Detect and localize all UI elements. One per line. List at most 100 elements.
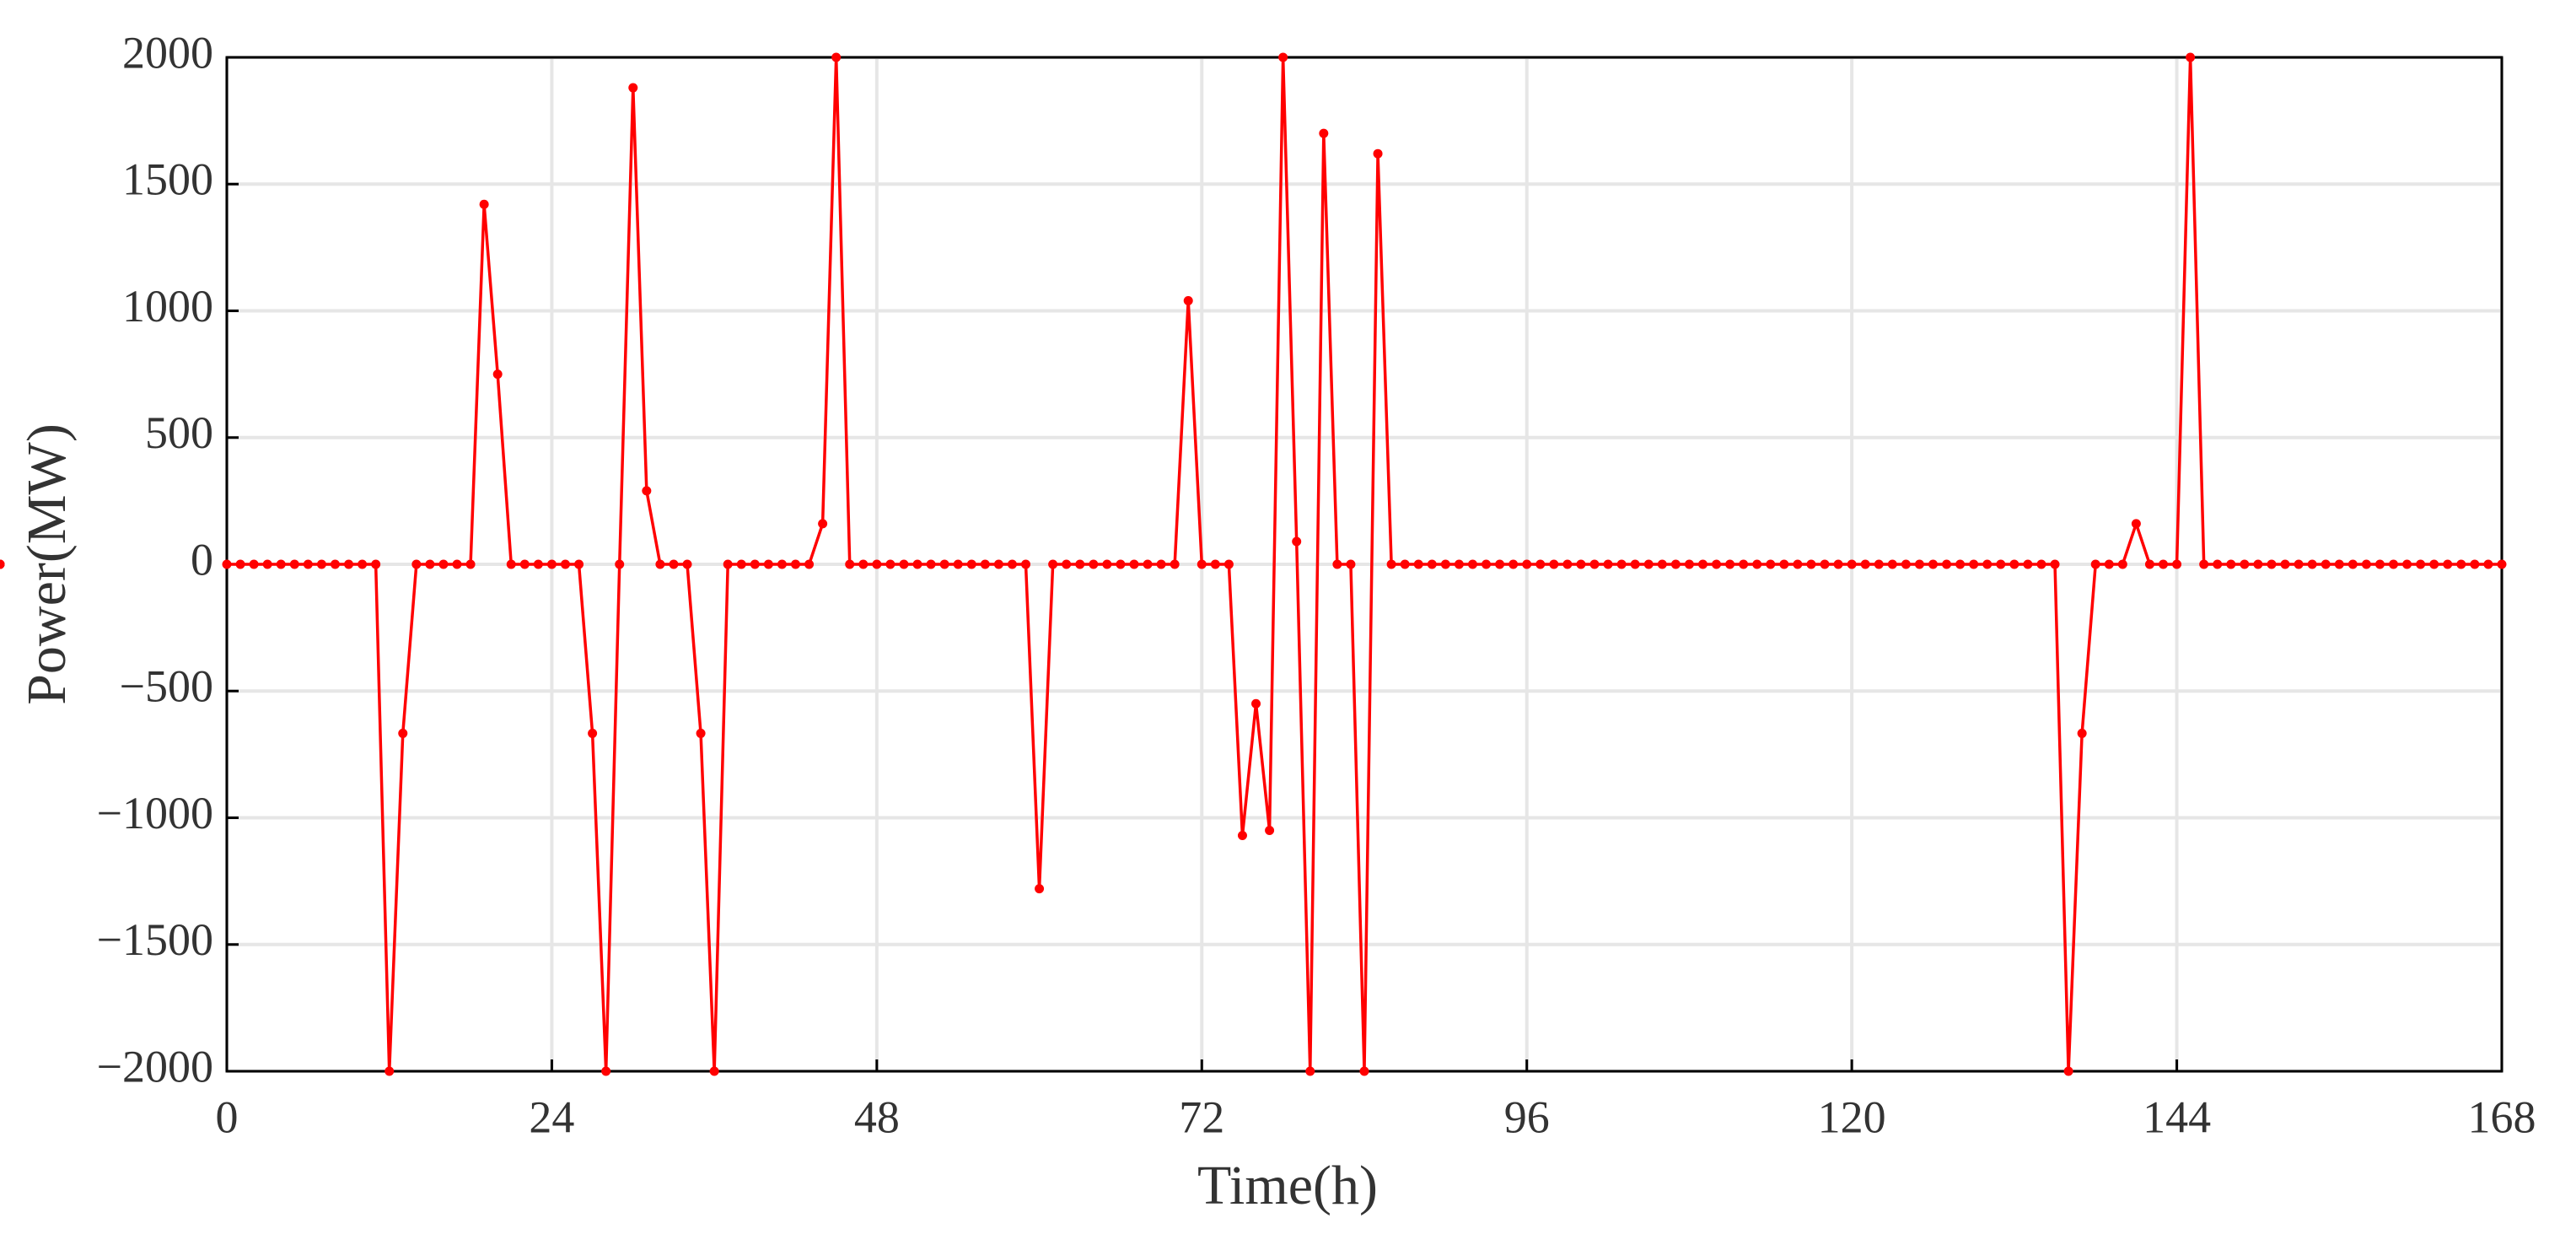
data-point (736, 559, 746, 569)
data-point (2497, 559, 2507, 569)
data-point (1684, 559, 1694, 569)
data-point (763, 559, 773, 569)
data-point (2199, 559, 2209, 569)
x-tick-label: 120 (1818, 1091, 1886, 1142)
data-point (2443, 559, 2453, 569)
data-point (1223, 559, 1234, 569)
data-point (615, 559, 625, 569)
data-point (1697, 559, 1707, 569)
data-point (1820, 559, 1830, 569)
data-point (1982, 559, 1993, 569)
data-point (1346, 559, 1356, 569)
data-point (1062, 559, 1072, 569)
data-point (1996, 559, 2006, 569)
y-tick-label: −500 (120, 661, 213, 712)
data-point (2416, 559, 2426, 569)
y-tick-label: 0 (191, 534, 213, 585)
data-point (2063, 1066, 2073, 1076)
data-point (1467, 559, 1477, 569)
data-point (1657, 559, 1667, 569)
data-point (1847, 559, 1857, 569)
data-point (1901, 559, 1911, 569)
data-point (1589, 559, 1600, 569)
data-point (1955, 559, 1966, 569)
data-point (2321, 559, 2331, 569)
data-point (1427, 559, 1437, 569)
data-point (2334, 559, 2344, 569)
data-point (1914, 559, 1924, 569)
data-point (2470, 559, 2480, 569)
data-point (452, 559, 462, 569)
data-point (1793, 559, 1803, 569)
data-point (1156, 559, 1166, 569)
data-point (1251, 698, 1261, 709)
data-point (1887, 559, 1897, 569)
data-point (1928, 559, 1938, 569)
data-point (682, 559, 692, 569)
data-point (1874, 559, 1884, 569)
data-point (601, 1066, 611, 1076)
data-point (1454, 559, 1464, 569)
data-point (818, 519, 828, 529)
data-point (912, 559, 922, 569)
data-point (2429, 559, 2439, 569)
data-point (2483, 559, 2493, 569)
data-point (479, 199, 489, 209)
data-point (1549, 559, 1559, 569)
data-point (926, 559, 936, 569)
data-point (2050, 559, 2060, 569)
data-point (1413, 559, 1423, 569)
data-point (899, 559, 909, 569)
data-point (2131, 519, 2141, 529)
data-point (2117, 559, 2127, 569)
data-point (546, 559, 557, 569)
y-tick-label: 2000 (122, 27, 213, 78)
data-point (1021, 559, 1031, 569)
data-point (425, 559, 435, 569)
data-point (1386, 559, 1396, 569)
data-point (2294, 559, 2304, 569)
data-point (1048, 559, 1058, 569)
data-point (1373, 148, 1383, 159)
data-point (1278, 52, 1288, 62)
data-point (2456, 559, 2466, 569)
y-tick-label: 500 (145, 407, 213, 458)
data-point (628, 83, 638, 93)
data-point (1616, 559, 1627, 569)
data-point (1319, 128, 1329, 138)
data-point (1129, 559, 1139, 569)
data-point (560, 559, 570, 569)
data-point (1143, 559, 1153, 569)
data-point (804, 559, 815, 569)
data-point (2267, 559, 2277, 569)
data-point (2009, 559, 2019, 569)
data-point (438, 559, 449, 569)
data-point (385, 1066, 395, 1076)
data-point (2347, 559, 2358, 569)
data-point (642, 486, 652, 496)
data-point (1089, 559, 1099, 569)
data-point (235, 559, 245, 569)
data-point (1766, 559, 1776, 569)
data-point (262, 559, 272, 569)
data-point (980, 559, 990, 569)
data-point (465, 559, 476, 569)
data-point (316, 559, 326, 569)
data-point (872, 559, 882, 569)
data-point (723, 559, 733, 569)
data-point (588, 728, 598, 738)
data-point (669, 559, 679, 569)
y-tick-label: 1500 (122, 154, 213, 205)
data-point (2159, 559, 2169, 569)
data-point (2077, 728, 2087, 738)
data-point (2023, 559, 2033, 569)
data-point (966, 559, 976, 569)
data-point (1779, 559, 1789, 569)
data-point (1332, 559, 1342, 569)
data-point (2213, 559, 2223, 569)
x-axis-label: Time(h) (1197, 1155, 1378, 1216)
data-point (1603, 559, 1613, 569)
x-tick-label: 144 (2143, 1091, 2211, 1142)
y-tick-label: −1500 (97, 914, 213, 965)
